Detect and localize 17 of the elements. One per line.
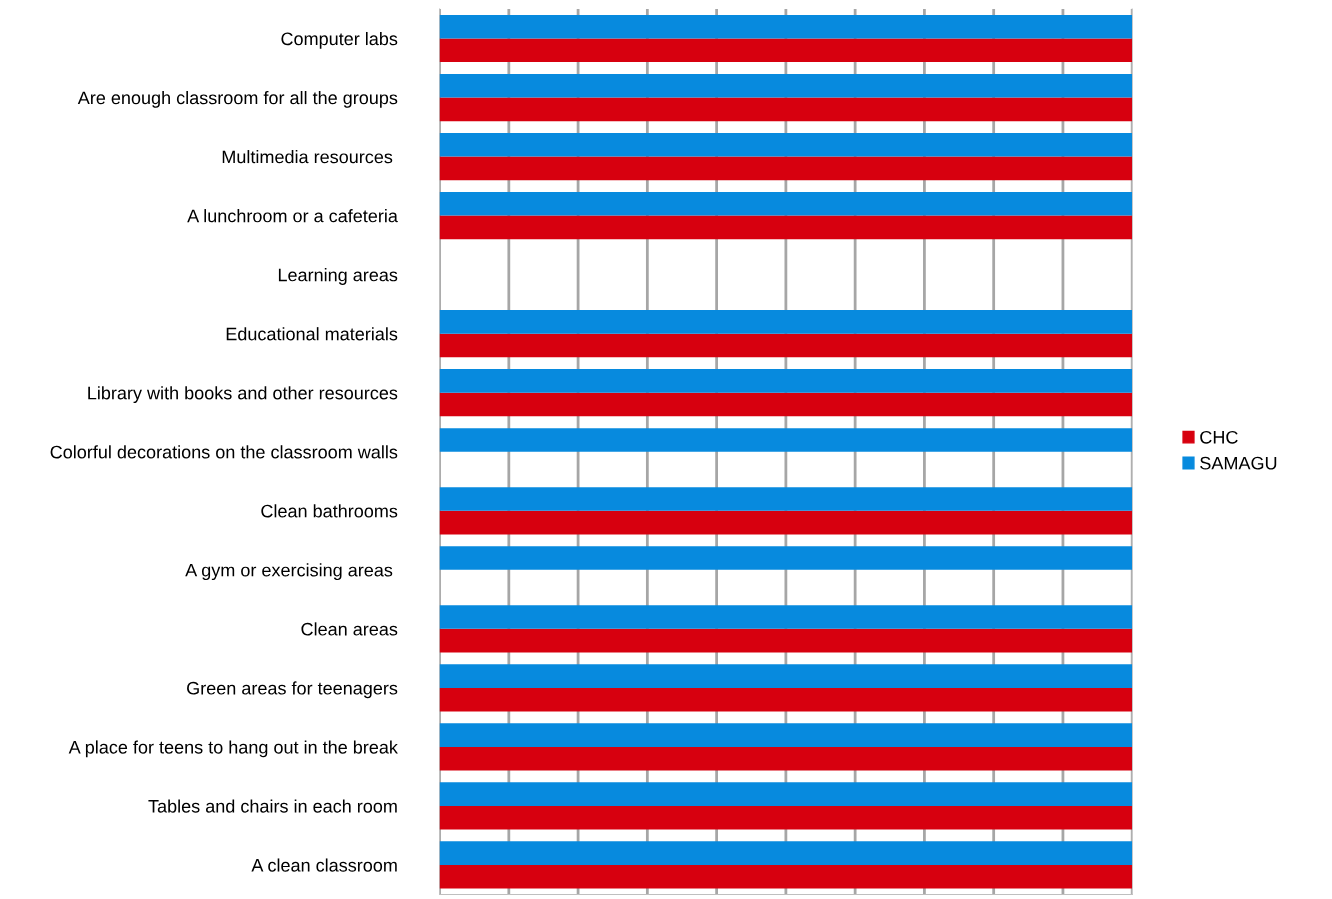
legend-label: CHC — [1200, 430, 1238, 444]
y-tick-label: Educational materials — [226, 327, 398, 341]
y-tick-label: Computer labs — [281, 31, 398, 49]
y-tick-label: A lunchroom or a cafeteria — [187, 209, 398, 223]
y-tick-label: A gym or exercising areas — [185, 563, 393, 581]
y-tick-label: Green areas for teenagers — [187, 681, 398, 699]
y-tick-label: Tables and chairs in each room — [148, 799, 397, 813]
y-tick-label: Are enough classroom for all the groups — [77, 91, 398, 108]
y-tick-label: Learning areas — [278, 268, 398, 285]
y-tick-label: Clean areas — [301, 622, 398, 636]
y-tick-label: A clean classroom — [251, 858, 397, 872]
y-tick-label: Multimedia resources — [222, 150, 393, 164]
y-tick-label: Clean bathrooms — [261, 504, 398, 518]
legend-label: SAMAGU — [1200, 456, 1277, 470]
y-tick-label: Library with books and other resources — [88, 386, 398, 403]
y-tick-label: A place for teens to hang out in the break — [68, 740, 398, 758]
y-tick-label: Colorful decorations on the classroom walls — [50, 445, 398, 459]
